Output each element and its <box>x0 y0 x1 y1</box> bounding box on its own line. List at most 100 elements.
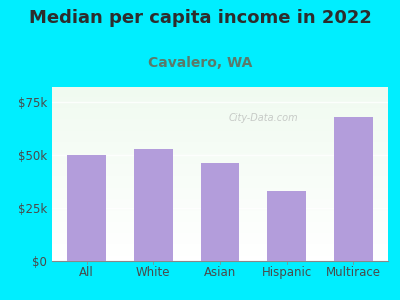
Bar <box>52 122 388 123</box>
Bar <box>52 111 388 112</box>
Bar <box>52 246 388 247</box>
Bar <box>52 87 388 88</box>
Bar <box>52 136 388 137</box>
Bar <box>52 93 388 94</box>
Bar <box>52 105 388 106</box>
Bar <box>52 102 388 103</box>
Bar <box>52 207 388 208</box>
Bar <box>52 239 388 240</box>
Bar <box>52 217 388 218</box>
Bar <box>52 198 388 199</box>
Bar <box>52 125 388 126</box>
Bar <box>52 175 388 176</box>
Bar <box>52 91 388 92</box>
Bar <box>52 240 388 241</box>
Bar <box>52 222 388 223</box>
Bar <box>52 104 388 105</box>
Bar <box>52 108 388 109</box>
Text: City-Data.com: City-Data.com <box>229 113 298 123</box>
Bar <box>52 112 388 113</box>
Bar <box>52 107 388 108</box>
Bar <box>52 97 388 98</box>
Bar <box>52 89 388 90</box>
Bar <box>52 251 388 252</box>
Bar <box>52 203 388 204</box>
Bar <box>52 210 388 211</box>
Bar <box>52 171 388 172</box>
Bar <box>52 156 388 157</box>
Bar <box>52 163 388 164</box>
Bar <box>52 259 388 260</box>
Bar <box>52 178 388 179</box>
Bar <box>52 121 388 122</box>
Bar <box>52 204 388 205</box>
Bar <box>52 257 388 258</box>
Bar <box>52 200 388 201</box>
Bar <box>52 201 388 202</box>
Bar <box>52 185 388 186</box>
Bar <box>52 164 388 165</box>
Bar <box>52 165 388 166</box>
Bar <box>52 224 388 225</box>
Bar <box>334 117 373 261</box>
Bar <box>52 180 388 181</box>
Bar <box>52 153 388 154</box>
Bar <box>52 92 388 93</box>
Bar <box>52 124 388 125</box>
Bar <box>52 190 388 191</box>
Bar <box>52 139 388 140</box>
Bar <box>52 238 388 239</box>
Bar <box>52 233 388 234</box>
Bar <box>52 234 388 235</box>
Bar <box>52 202 388 203</box>
Bar <box>52 145 388 146</box>
Bar <box>52 196 388 197</box>
Bar <box>52 143 388 144</box>
Bar <box>52 130 388 131</box>
Bar <box>52 90 388 91</box>
Bar <box>52 161 388 162</box>
Bar <box>52 256 388 257</box>
Bar <box>52 249 388 250</box>
Bar <box>52 177 388 178</box>
Bar <box>52 127 388 128</box>
Bar <box>52 144 388 145</box>
Bar <box>52 199 388 200</box>
Bar <box>52 142 388 143</box>
Bar <box>52 181 388 182</box>
Bar <box>52 160 388 161</box>
Bar <box>52 206 388 207</box>
Text: Cavalero, WA: Cavalero, WA <box>148 56 252 70</box>
Bar <box>52 140 388 141</box>
Bar <box>52 148 388 149</box>
Bar <box>52 247 388 248</box>
Bar <box>52 100 388 101</box>
Bar <box>52 158 388 159</box>
Bar <box>52 131 388 132</box>
Bar <box>52 238 388 239</box>
Bar <box>52 184 388 185</box>
Bar <box>52 117 388 118</box>
Bar <box>52 94 388 95</box>
Bar <box>52 173 388 174</box>
Bar <box>52 215 388 216</box>
Bar <box>52 214 388 215</box>
Bar <box>52 95 388 96</box>
Bar <box>52 211 388 212</box>
Bar <box>52 150 388 151</box>
Bar <box>52 179 388 180</box>
Bar <box>52 141 388 142</box>
Bar <box>52 241 388 242</box>
Bar <box>52 231 388 232</box>
Bar <box>52 128 388 129</box>
Bar <box>52 137 388 138</box>
Bar <box>52 126 388 127</box>
Bar <box>52 168 388 169</box>
Bar <box>52 114 388 115</box>
Bar <box>52 99 388 100</box>
Bar <box>52 195 388 196</box>
Bar <box>52 255 388 256</box>
Bar <box>52 115 388 116</box>
Bar <box>52 186 388 187</box>
Bar <box>52 174 388 175</box>
